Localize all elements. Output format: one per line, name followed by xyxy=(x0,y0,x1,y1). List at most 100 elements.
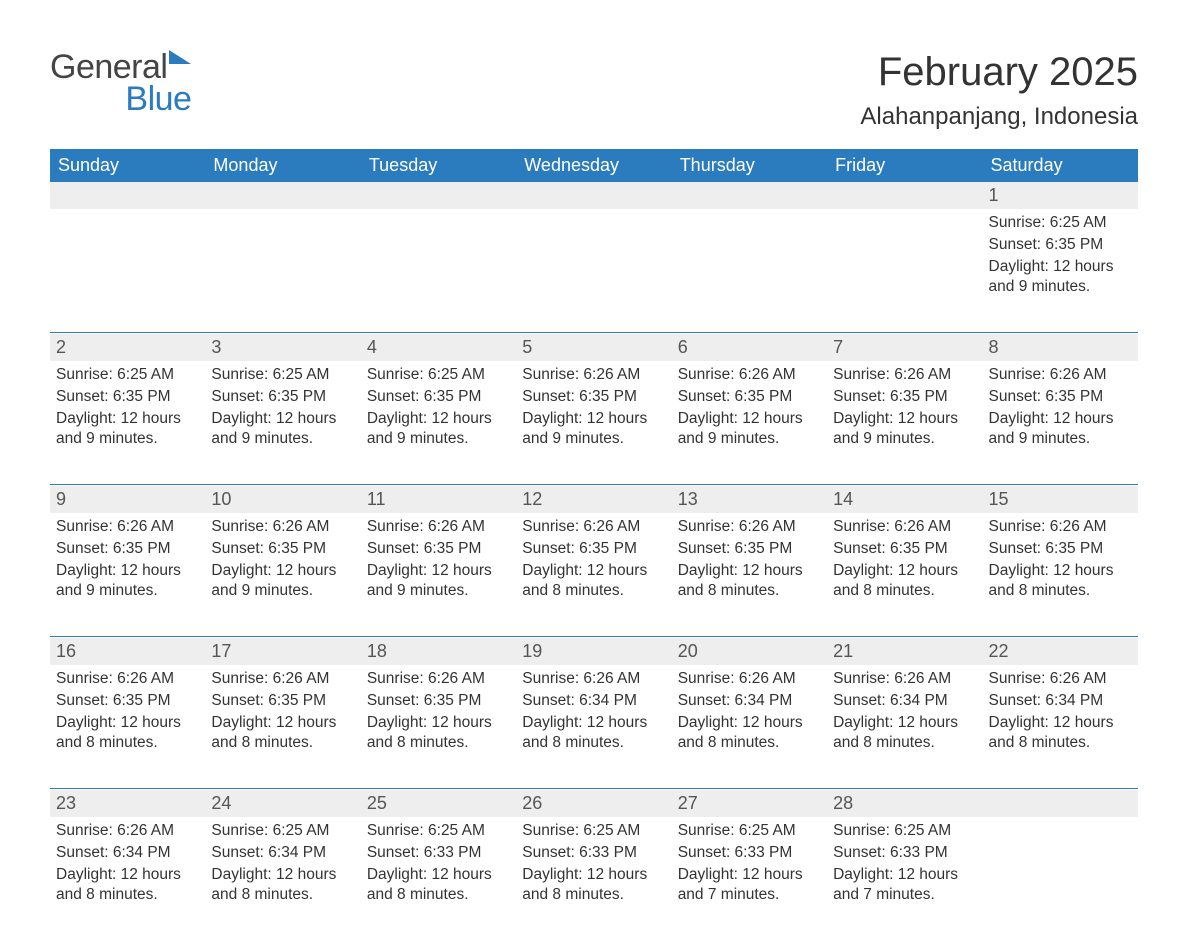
calendar-cell: 7Sunrise: 6:26 AMSunset: 6:35 PMDaylight… xyxy=(827,334,982,484)
calendar-cell: 6Sunrise: 6:26 AMSunset: 6:35 PMDaylight… xyxy=(672,334,827,484)
day-number: 8 xyxy=(983,334,1138,361)
sunrise-value: Sunrise: 6:25 AM xyxy=(678,821,821,841)
day-number: 6 xyxy=(672,334,827,361)
day-header: Friday xyxy=(827,149,982,182)
calendar-cell: 5Sunrise: 6:26 AMSunset: 6:35 PMDaylight… xyxy=(516,334,671,484)
sunrise-value: Sunrise: 6:26 AM xyxy=(367,669,510,689)
daylight-value: Daylight: 12 hours and 8 minutes. xyxy=(522,865,665,905)
sunset-value: Sunset: 6:33 PM xyxy=(833,843,976,863)
sunset-value: Sunset: 6:35 PM xyxy=(678,539,821,559)
daylight-value: Daylight: 12 hours and 8 minutes. xyxy=(522,713,665,753)
calendar-cell: 17 Sunrise: 6:26 AMSunset: 6:35 PMDayligh… xyxy=(205,638,360,788)
calendar-cell: 18 Sunrise: 6:26 AMSunset: 6:35 PMDayligh… xyxy=(361,638,516,788)
sunset-value: Sunset: 6:34 PM xyxy=(678,691,821,711)
day-number: 3 xyxy=(205,334,360,361)
sunrise-value: Sunrise: 6:26 AM xyxy=(833,669,976,689)
day-number xyxy=(827,182,982,209)
sunset-value: Sunset: 6:35 PM xyxy=(56,387,199,407)
day-number: 18 xyxy=(361,638,516,665)
daylight-value: Daylight: 12 hours and 9 minutes. xyxy=(833,409,976,449)
calendar-cell: 10Sunrise: 6:26 AMSunset: 6:35 PMDayligh… xyxy=(205,486,360,636)
calendar-cell: 3Sunrise: 6:25 AMSunset: 6:35 PMDaylight… xyxy=(205,334,360,484)
day-info: Sunrise: 6:26 AMSunset: 6:35 PMDaylight:… xyxy=(54,669,201,754)
calendar-cell: 19 Sunrise: 6:26 AMSunset: 6:34 PMDayligh… xyxy=(516,638,671,788)
calendar-cell xyxy=(205,182,360,332)
calendar-cell xyxy=(827,182,982,332)
day-number xyxy=(983,790,1138,817)
daylight-value: Daylight: 12 hours and 8 minutes. xyxy=(678,561,821,601)
sunset-value: Sunset: 6:35 PM xyxy=(211,691,354,711)
day-number: 17 xyxy=(205,638,360,665)
calendar-cell: 13 Sunrise: 6:26 AMSunset: 6:35 PMDayligh… xyxy=(672,486,827,636)
daylight-value: Daylight: 12 hours and 8 minutes. xyxy=(211,865,354,905)
daylight-value: Daylight: 12 hours and 9 minutes. xyxy=(678,409,821,449)
day-header-row: SundayMondayTuesdayWednesdayThursdayFrid… xyxy=(50,149,1138,182)
day-info: Sunrise: 6:26 AMSunset: 6:34 PMDaylight:… xyxy=(831,669,978,754)
calendar-cell: 8Sunrise: 6:26 AMSunset: 6:35 PMDaylight… xyxy=(983,334,1138,484)
sunset-value: Sunset: 6:34 PM xyxy=(989,691,1132,711)
day-info: Sunrise: 6:25 AMSunset: 6:35 PMDaylight:… xyxy=(987,213,1134,298)
sunrise-value: Sunrise: 6:26 AM xyxy=(367,517,510,537)
day-number xyxy=(672,182,827,209)
daylight-value: Daylight: 12 hours and 8 minutes. xyxy=(367,713,510,753)
sunset-value: Sunset: 6:35 PM xyxy=(522,387,665,407)
calendar-cell xyxy=(361,182,516,332)
daylight-value: Daylight: 12 hours and 8 minutes. xyxy=(56,865,199,905)
daylight-value: Daylight: 12 hours and 9 minutes. xyxy=(989,409,1132,449)
day-info: Sunrise: 6:26 AMSunset: 6:34 PMDaylight:… xyxy=(987,669,1134,754)
calendar-cell xyxy=(516,182,671,332)
day-number: 10 xyxy=(205,486,360,513)
day-info: Sunrise: 6:26 AMSunset: 6:35 PMDaylight:… xyxy=(365,669,512,754)
sunrise-value: Sunrise: 6:25 AM xyxy=(367,821,510,841)
sunset-value: Sunset: 6:35 PM xyxy=(833,387,976,407)
location-label: Alahanpanjang, Indonesia xyxy=(860,103,1138,131)
daylight-value: Daylight: 12 hours and 8 minutes. xyxy=(833,561,976,601)
day-header: Thursday xyxy=(672,149,827,182)
day-info: Sunrise: 6:26 AMSunset: 6:35 PMDaylight:… xyxy=(831,517,978,602)
sunset-value: Sunset: 6:34 PM xyxy=(522,691,665,711)
day-header: Sunday xyxy=(50,149,205,182)
daylight-value: Daylight: 12 hours and 8 minutes. xyxy=(211,713,354,753)
sunrise-value: Sunrise: 6:26 AM xyxy=(211,669,354,689)
logo: General Blue xyxy=(50,50,191,116)
day-number: 13 xyxy=(672,486,827,513)
calendar-week-row: 1Sunrise: 6:25 AMSunset: 6:35 PMDaylight… xyxy=(50,182,1138,332)
day-info: Sunrise: 6:25 AMSunset: 6:33 PMDaylight:… xyxy=(520,821,667,906)
day-number: 16 xyxy=(50,638,205,665)
sunrise-value: Sunrise: 6:25 AM xyxy=(833,821,976,841)
day-number xyxy=(50,182,205,209)
calendar-cell: 22 Sunrise: 6:26 AMSunset: 6:34 PMDayligh… xyxy=(983,638,1138,788)
sunrise-value: Sunrise: 6:25 AM xyxy=(367,365,510,385)
day-info: Sunrise: 6:25 AMSunset: 6:35 PMDaylight:… xyxy=(365,365,512,450)
sunrise-value: Sunrise: 6:26 AM xyxy=(522,365,665,385)
logo-text-blue: Blue xyxy=(125,80,191,118)
sunrise-value: Sunrise: 6:25 AM xyxy=(211,365,354,385)
sunset-value: Sunset: 6:35 PM xyxy=(989,387,1132,407)
day-info: Sunrise: 6:25 AMSunset: 6:34 PMDaylight:… xyxy=(209,821,356,906)
day-number: 28 xyxy=(827,790,982,817)
sunset-value: Sunset: 6:35 PM xyxy=(522,539,665,559)
day-info: Sunrise: 6:25 AMSunset: 6:35 PMDaylight:… xyxy=(54,365,201,450)
sunset-value: Sunset: 6:34 PM xyxy=(56,843,199,863)
calendar-cell: 9Sunrise: 6:26 AMSunset: 6:35 PMDaylight… xyxy=(50,486,205,636)
sunset-value: Sunset: 6:33 PM xyxy=(367,843,510,863)
daylight-value: Daylight: 12 hours and 9 minutes. xyxy=(522,409,665,449)
daylight-value: Daylight: 12 hours and 8 minutes. xyxy=(678,713,821,753)
sunrise-value: Sunrise: 6:26 AM xyxy=(678,517,821,537)
logo-flag-icon xyxy=(169,50,191,64)
day-info: Sunrise: 6:26 AMSunset: 6:35 PMDaylight:… xyxy=(987,517,1134,602)
sunrise-value: Sunrise: 6:26 AM xyxy=(522,669,665,689)
sunset-value: Sunset: 6:34 PM xyxy=(833,691,976,711)
day-number: 19 xyxy=(516,638,671,665)
calendar-week-row: 9Sunrise: 6:26 AMSunset: 6:35 PMDaylight… xyxy=(50,486,1138,636)
day-number: 22 xyxy=(983,638,1138,665)
sunset-value: Sunset: 6:35 PM xyxy=(211,387,354,407)
day-info: Sunrise: 6:26 AMSunset: 6:35 PMDaylight:… xyxy=(520,517,667,602)
day-header: Wednesday xyxy=(516,149,671,182)
day-info: Sunrise: 6:25 AMSunset: 6:33 PMDaylight:… xyxy=(676,821,823,906)
daylight-value: Daylight: 12 hours and 9 minutes. xyxy=(367,561,510,601)
day-info: Sunrise: 6:26 AMSunset: 6:35 PMDaylight:… xyxy=(676,517,823,602)
title-block: February 2025 Alahanpanjang, Indonesia xyxy=(860,50,1138,131)
daylight-value: Daylight: 12 hours and 9 minutes. xyxy=(56,561,199,601)
day-info: Sunrise: 6:25 AMSunset: 6:33 PMDaylight:… xyxy=(365,821,512,906)
